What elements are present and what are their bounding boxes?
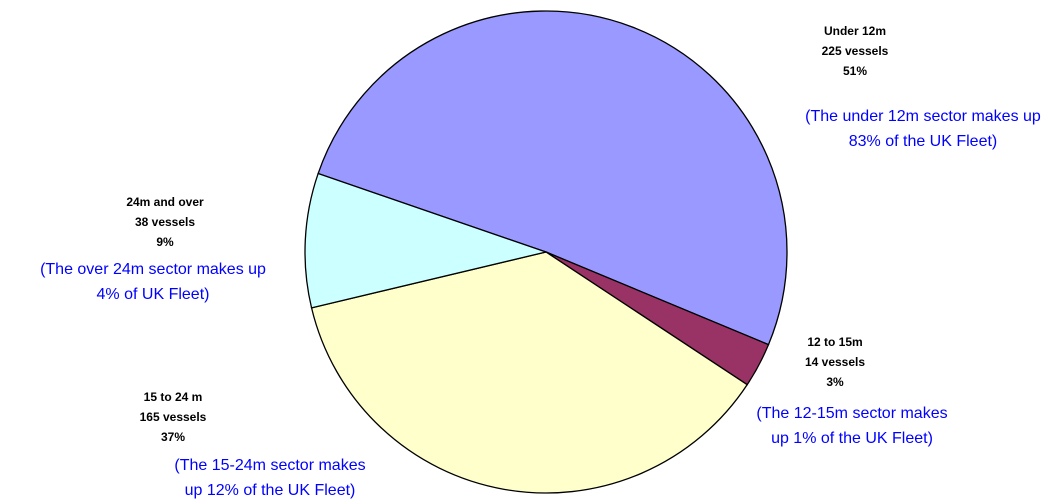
slice-note: up 12% of the UK Fleet) <box>185 482 356 499</box>
slice-count: 165 vessels <box>140 410 207 424</box>
slice-count: 14 vessels <box>805 355 865 369</box>
slice-label: Under 12m <box>824 24 886 38</box>
slice-percent: 51% <box>843 64 867 78</box>
slice-note: (The 15-24m sector makes <box>174 457 365 474</box>
slice-label: 12 to 15m <box>807 335 862 349</box>
slice-label: 24m and over <box>126 195 204 209</box>
pie-slice <box>317 10 788 346</box>
slice-label: 15 to 24 m <box>144 390 203 404</box>
slice-percent: 3% <box>826 375 844 389</box>
pie-slice <box>310 251 749 494</box>
slice-note: (The over 24m sector makes up <box>40 261 266 278</box>
slice-note: (The under 12m sector makes up <box>805 108 1041 125</box>
slice-note: 4% of UK Fleet) <box>97 286 210 303</box>
pie-slice <box>304 172 549 309</box>
slice-count: 38 vessels <box>135 215 195 229</box>
slice-note: 83% of the UK Fleet) <box>849 133 998 150</box>
slice-percent: 9% <box>156 235 174 249</box>
slice-count: 225 vessels <box>822 44 889 58</box>
slice-note: up 1% of the UK Fleet) <box>771 430 933 447</box>
slice-note: (The 12-15m sector makes <box>756 405 947 422</box>
slice-percent: 37% <box>161 430 185 444</box>
